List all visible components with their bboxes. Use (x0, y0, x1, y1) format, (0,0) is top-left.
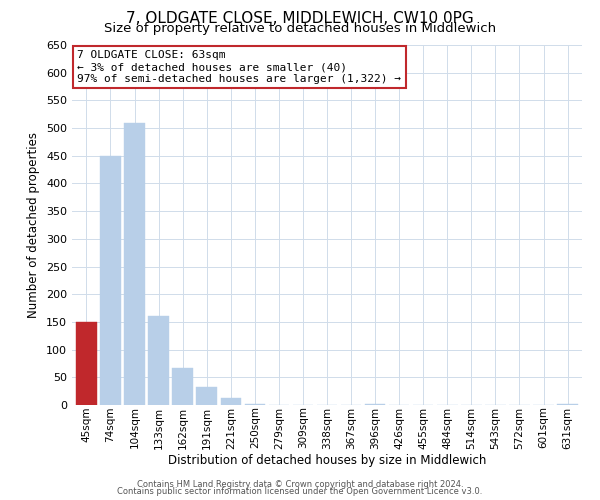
Bar (148, 316, 169, 405)
Text: 7, OLDGATE CLOSE, MIDDLEWICH, CW10 0PG: 7, OLDGATE CLOSE, MIDDLEWICH, CW10 0PG (126, 11, 474, 26)
Y-axis label: Number of detached properties: Number of detached properties (28, 132, 40, 318)
Text: Contains HM Land Registry data © Crown copyright and database right 2024.: Contains HM Land Registry data © Crown c… (137, 480, 463, 489)
Bar (245, 404, 265, 405)
Text: Contains public sector information licensed under the Open Government Licence v3: Contains public sector information licen… (118, 487, 482, 496)
X-axis label: Distribution of detached houses by size in Middlewich: Distribution of detached houses by size … (168, 454, 486, 467)
Bar (100, 156, 121, 405)
Bar (221, 398, 241, 405)
Bar (196, 388, 217, 405)
Text: 7 OLDGATE CLOSE: 63sqm
← 3% of detached houses are smaller (40)
97% of semi-deta: 7 OLDGATE CLOSE: 63sqm ← 3% of detached … (77, 50, 401, 84)
Text: Size of property relative to detached houses in Middlewich: Size of property relative to detached ho… (104, 22, 496, 35)
Bar (172, 368, 193, 405)
Bar (124, 122, 145, 405)
Bar (76, 322, 97, 405)
Bar (365, 404, 385, 405)
Bar (557, 404, 578, 405)
